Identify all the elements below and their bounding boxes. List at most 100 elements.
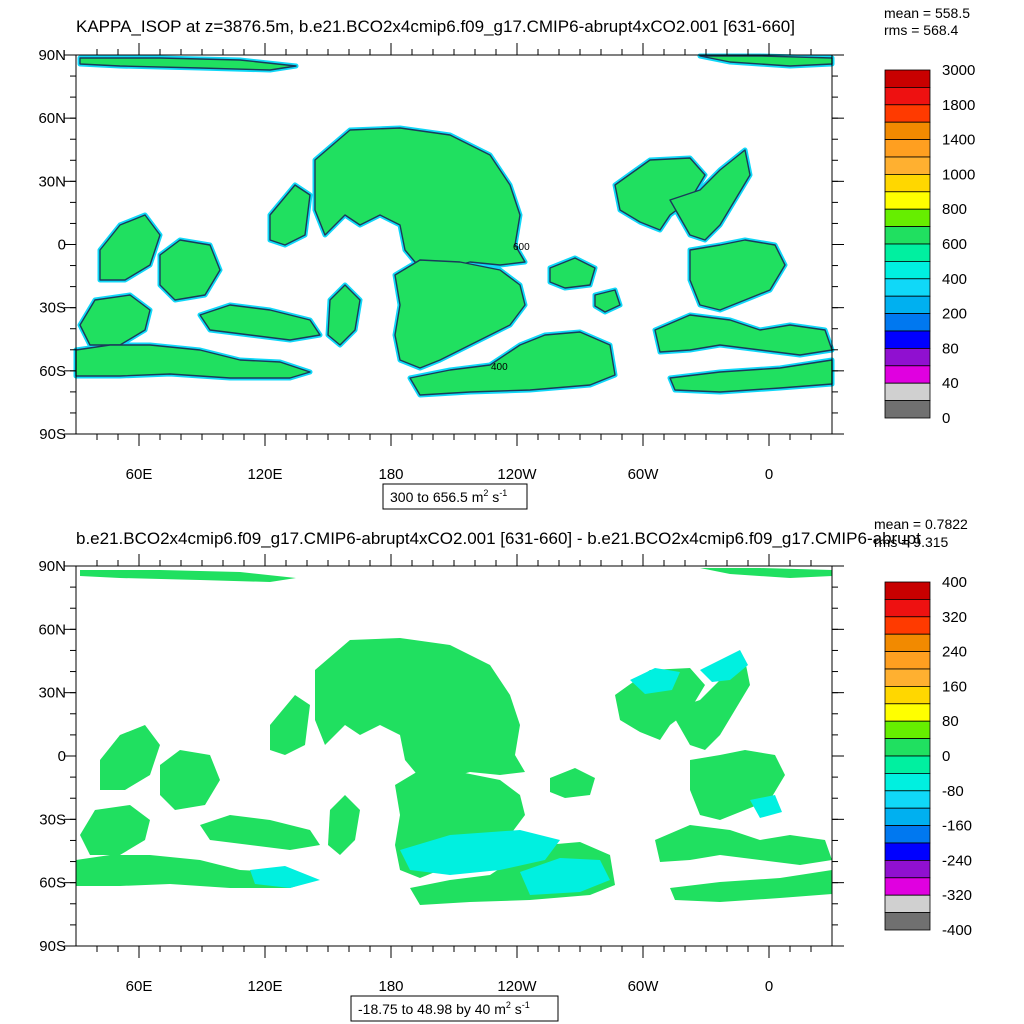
land-mid-4 [327, 284, 361, 346]
x-tick-label: 120W [497, 978, 537, 995]
land2-mid-4 [328, 795, 360, 855]
y-tick-label: 60S [39, 875, 66, 892]
panel-bottom-range-label: -18.75 to 48.98 by 40 m2 s-1 [358, 1000, 530, 1017]
colorbar-label: 600 [942, 236, 967, 253]
panel-bottom-mean: mean = 0.7822 [874, 516, 968, 532]
panel-top-map: 400 600 [73, 53, 835, 435]
range-label-text: 300 to 656.5 m [390, 489, 483, 505]
colorbar-swatch [884, 208, 931, 227]
x-tick-label: 120W [497, 466, 537, 483]
land2-mid-2 [160, 750, 220, 810]
land2-east-4 [655, 825, 832, 865]
colorbar-swatch [884, 633, 931, 653]
colorbar-label: 80 [942, 713, 959, 730]
land2-east-2 [670, 660, 750, 750]
y-tick-label: 30S [39, 300, 66, 317]
panel-bottom-rms: rms = 9.315 [874, 534, 949, 550]
x-tick-label: 0 [765, 466, 773, 483]
land-sub-block [409, 331, 616, 396]
y-tick-label: 60N [38, 110, 66, 127]
panel-top-title: KAPPA_ISOP at z=3876.5m, b.e21.BCO2x4cmi… [76, 17, 795, 36]
y-tick-label: 0 [58, 237, 66, 254]
colorbar-swatch [884, 599, 931, 618]
panel-bottom: b.e21.BCO2x4cmip6.f09_g17.CMIP6-abrupt4x… [38, 516, 972, 1022]
colorbar-swatch [884, 121, 931, 140]
colorbar-label: 3000 [942, 62, 975, 79]
land2-east-5 [670, 870, 832, 902]
y-tick-label: 90S [39, 938, 66, 955]
panel-bottom-negative-patches [250, 650, 782, 895]
land-small-2 [594, 289, 621, 313]
panel-bottom-title: b.e21.BCO2x4cmip6.f09_g17.CMIP6-abrupt4x… [76, 529, 921, 548]
range2-label-sup2: -1 [522, 1000, 530, 1010]
colorbar-label: -240 [942, 852, 972, 869]
colorbar-swatch [884, 755, 931, 774]
land-tethys-block [394, 259, 526, 369]
colorbar-label: 400 [942, 271, 967, 288]
panel-bottom-axes: 90N 60N 30N 0 30S 60S 90S 60E 120E 180 120W 60W 0 [38, 554, 844, 995]
land-west-3 [75, 344, 311, 379]
colorbar-label: 1400 [942, 132, 975, 149]
colorbar-label: 800 [942, 201, 967, 218]
panel-top-y-tick-labels: 90N 60N 30N 0 30S 60S 90S [38, 47, 66, 443]
y-tick-label: 90N [38, 558, 66, 575]
colorbar-swatch [884, 330, 931, 349]
colorbar-swatch [884, 720, 931, 740]
land2-mid-3 [270, 695, 310, 755]
patch-south-2 [520, 858, 610, 895]
land2-arctic-west [80, 570, 296, 582]
x-tick-label: 60W [628, 466, 660, 483]
colorbar-label: 200 [942, 306, 967, 323]
colorbar-label: 0 [942, 410, 950, 427]
land-east-2 [669, 149, 751, 241]
panel-top-x-tick-labels: 60E 120E 180 120W 60W 0 [126, 466, 774, 483]
x-tick-label: 60E [126, 978, 153, 995]
land2-arctic-east [700, 568, 832, 578]
colorbar-label: 240 [942, 644, 967, 661]
land-mid-1 [199, 304, 321, 341]
colorbar-swatch [884, 278, 931, 297]
colorbar-swatch [884, 260, 931, 280]
x-tick-label: 60W [628, 978, 660, 995]
colorbar-swatch [884, 651, 931, 670]
panel-bottom-tick-marks [64, 554, 844, 958]
colorbar-swatch [884, 668, 931, 687]
y-tick-label: 60N [38, 621, 66, 638]
colorbar-swatch [884, 347, 931, 367]
panel-bottom-y-tick-labels: 90N 60N 30N 0 30S 60S 90S [38, 558, 66, 955]
colorbar-label: 80 [942, 340, 959, 357]
panel-top-mean: mean = 558.5 [884, 5, 970, 21]
range-label-sup: 2 [483, 488, 488, 498]
panel-top-colorbar [884, 69, 931, 419]
colorbar-swatch [884, 104, 931, 123]
land2-mid-1 [200, 815, 320, 850]
colorbar-swatch [884, 912, 931, 931]
patch-east-1 [700, 650, 748, 682]
land2-eurasia-north [315, 638, 525, 780]
land2-small-1 [550, 768, 595, 798]
panel-top-range-box [382, 483, 528, 510]
colorbar-swatch [884, 790, 931, 809]
x-tick-label: 180 [378, 466, 403, 483]
contour-label-600: 600 [513, 242, 530, 253]
colorbar-label: -400 [942, 922, 972, 939]
land2-west-2 [80, 805, 150, 855]
land-east-3 [689, 239, 786, 311]
colorbar-label: 40 [942, 375, 959, 392]
land-west-2 [79, 294, 151, 346]
colorbar-swatch [884, 400, 931, 419]
colorbar-swatch [884, 686, 931, 705]
panel-top-tick-marks [64, 43, 844, 446]
y-tick-label: 30N [38, 685, 66, 702]
land-small-1 [549, 257, 596, 289]
land2-west-3 [76, 855, 310, 888]
colorbar-swatch [884, 365, 931, 384]
range2-label-sup: 2 [506, 1000, 511, 1010]
colorbar-label: 0 [942, 748, 950, 765]
colorbar-swatch [884, 243, 931, 262]
colorbar-swatch [884, 382, 931, 402]
patch-south-1 [400, 830, 560, 875]
land-arctic-west [79, 57, 297, 71]
